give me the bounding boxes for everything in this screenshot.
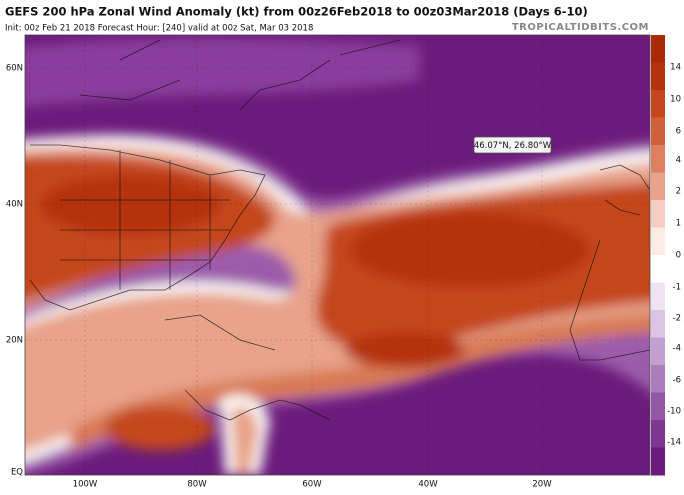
- colorbar-label: -1: [673, 283, 681, 293]
- colorbar-swatch: [651, 337, 665, 366]
- lat-label: 20N: [6, 336, 23, 346]
- lon-label: 40W: [418, 480, 438, 490]
- colorbar-label: 1: [676, 219, 681, 229]
- colorbar-label: 2: [676, 187, 681, 197]
- colorbar-swatch: [651, 90, 665, 118]
- lat-label: 40N: [6, 200, 23, 210]
- colorbar-swatch: [651, 282, 665, 311]
- colorbar-label: -14: [667, 438, 681, 448]
- colorbar-label: 4: [676, 156, 681, 166]
- map-subtitle: Init: 00z Feb 21 2018 Forecast Hour: [24…: [5, 24, 313, 34]
- tooltip-text: 46.07°N, 26.80°W: [474, 141, 552, 151]
- colorbar-swatch: [651, 172, 665, 201]
- map-frame: [24, 34, 651, 476]
- colorbar-label: -10: [667, 407, 681, 417]
- lon-label: 80W: [187, 480, 207, 490]
- colorbar-swatch: [651, 145, 665, 173]
- colorbar-swatch: [651, 200, 665, 228]
- lon-label: 60W: [302, 480, 322, 490]
- colorbar-swatch: [651, 62, 665, 91]
- brand: TROPICALTIDBITS.COM: [512, 22, 649, 33]
- colorbar-label: 14: [670, 63, 681, 73]
- lon-label: 20W: [532, 480, 552, 490]
- tooltip: 46.07°N, 26.80°W: [473, 136, 552, 154]
- lon-labels: 100W 80W 60W 40W 20W: [73, 480, 553, 490]
- colorbar-swatch: [651, 447, 665, 476]
- lat-labels: 60N 40N 20N EQ: [6, 64, 23, 478]
- colorbar-swatch: [651, 35, 665, 63]
- colorbar-swatch: [651, 255, 665, 283]
- colorbar-label: -2: [673, 314, 681, 324]
- map-field: [25, 35, 650, 475]
- colorbar-label: 6: [676, 127, 681, 137]
- map-title: GEFS 200 hPa Zonal Wind Anomaly (kt) fro…: [5, 5, 588, 19]
- colorbar-label: 10: [670, 95, 681, 105]
- lon-label: 100W: [73, 480, 98, 490]
- colorbar-swatch: [651, 420, 665, 448]
- colorbar-swatch: [651, 117, 665, 146]
- colorbar-label: -4: [673, 344, 681, 354]
- colorbar-swatch: [651, 365, 665, 393]
- colorbar-swatch: [651, 310, 665, 338]
- colorbar-swatch: [651, 227, 665, 256]
- colorbar-swatch: [651, 392, 665, 421]
- colorbar-label: -6: [673, 376, 681, 386]
- colorbar-label: 0: [676, 251, 681, 261]
- lat-label: EQ: [11, 468, 23, 478]
- lat-label: 60N: [6, 64, 23, 74]
